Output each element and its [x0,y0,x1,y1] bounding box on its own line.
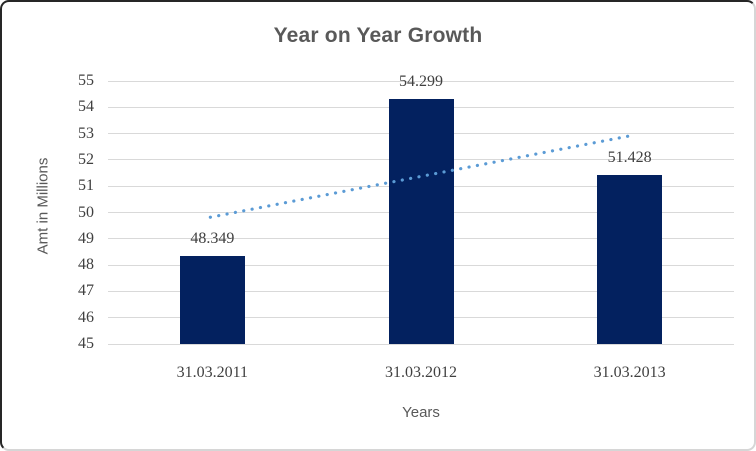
x-tick-label: 31.03.2013 [593,364,666,381]
x-tick-label: 31.03.2011 [176,364,249,381]
y-tick-label: 51 [78,177,94,195]
y-tick-label: 50 [78,203,94,221]
y-tick-label: 52 [78,150,94,168]
data-label: 48.349 [190,229,235,247]
gridline [108,343,734,345]
x-axis-title: Years [402,404,440,421]
y-tick-label: 49 [78,229,94,247]
x-tick-label: 31.03.2012 [385,364,457,381]
bar-31.03.2011[interactable] [179,255,245,344]
gridline [108,80,734,82]
bar-31.03.2013[interactable] [597,174,663,344]
y-tick-label: 47 [78,282,94,300]
y-tick-label: 54 [78,98,94,116]
y-tick-label: 55 [78,72,94,89]
y-tick-label: 45 [78,335,94,352]
y-tick-label: 46 [78,308,94,326]
data-label: 51.428 [607,148,652,166]
y-tick-label: 48 [78,256,94,274]
y-tick-label: 53 [78,124,94,142]
bar-31.03.2012[interactable] [388,99,454,344]
chart-title: Year on Year Growth [273,24,483,47]
data-label: 54.299 [399,73,443,91]
